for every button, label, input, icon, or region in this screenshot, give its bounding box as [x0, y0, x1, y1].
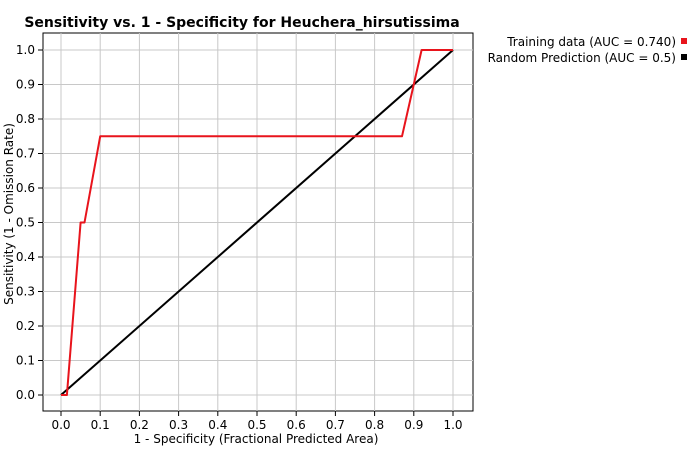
x-tick-label: 0.8: [365, 418, 384, 432]
x-tick-label: 0.5: [247, 418, 266, 432]
y-tick-label: 0.6: [16, 181, 35, 195]
x-tick-label: 0.1: [91, 418, 110, 432]
x-tick-label: 0.0: [51, 418, 70, 432]
y-tick-label: 0.1: [16, 354, 35, 368]
y-tick-label: 0.9: [16, 78, 35, 92]
legend-label-training: Training data (AUC = 0.740): [506, 35, 676, 49]
legend-swatch-random: [681, 54, 687, 60]
y-tick-label: 0.8: [16, 112, 35, 126]
y-tick-label: 0.3: [16, 285, 35, 299]
chart-title: Sensitivity vs. 1 - Specificity for Heuc…: [24, 15, 459, 31]
legend: Training data (AUC = 0.740) Random Predic…: [488, 35, 687, 65]
series-lines: [60, 49, 454, 396]
y-axis-ticks: 0.0 0.1 0.2 0.3 0.4 0.5 0.6 0.7 0.8 0.9 1.0: [16, 43, 43, 402]
y-tick-label: 0.4: [16, 250, 35, 264]
y-tick-label: 0.7: [16, 147, 35, 161]
y-tick-label: 0.2: [16, 319, 35, 333]
training-data-line: [61, 49, 453, 396]
y-axis-label: Sensitivity (1 - Omission Rate): [2, 123, 16, 305]
x-tick-label: 1.0: [443, 418, 462, 432]
x-tick-label: 0.4: [208, 418, 227, 432]
x-tick-label: 0.3: [169, 418, 188, 432]
legend-swatch-training: [681, 38, 687, 44]
x-tick-label: 0.7: [326, 418, 345, 432]
legend-label-random: Random Prediction (AUC = 0.5): [488, 51, 676, 65]
random-prediction-line: [60, 49, 454, 396]
x-tick-label: 0.6: [287, 418, 306, 432]
x-axis-ticks: 0.0 0.1 0.2 0.3 0.4 0.5 0.6 0.7 0.8 0.9 1.0: [51, 411, 463, 432]
grid-lines: [43, 33, 473, 411]
y-tick-label: 1.0: [16, 43, 35, 57]
y-tick-label: 0.0: [16, 388, 35, 402]
x-tick-label: 0.9: [404, 418, 423, 432]
x-axis-label: 1 - Specificity (Fractional Predicted Ar…: [134, 432, 379, 446]
x-tick-label: 0.2: [130, 418, 149, 432]
y-tick-label: 0.5: [16, 216, 35, 230]
